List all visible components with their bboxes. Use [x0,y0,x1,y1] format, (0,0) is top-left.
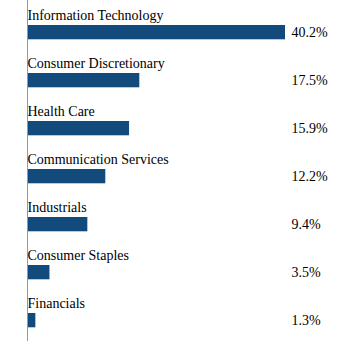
svg-text:12.2%: 12.2% [292,169,329,184]
svg-text:Health Care: Health Care [28,104,95,119]
svg-text:Information Technology: Information Technology [28,8,164,23]
svg-text:Consumer Staples: Consumer Staples [28,248,130,263]
svg-text:40.2%: 40.2% [292,25,329,40]
svg-text:1.3%: 1.3% [292,313,322,328]
svg-text:3.5%: 3.5% [292,265,322,280]
svg-text:Financials: Financials [28,296,86,311]
svg-text:17.5%: 17.5% [292,73,329,88]
svg-text:Consumer Discretionary: Consumer Discretionary [28,56,165,71]
svg-text:Communication Services: Communication Services [28,152,169,167]
svg-text:15.9%: 15.9% [292,121,329,136]
svg-text:Industrials: Industrials [28,200,87,215]
svg-text:9.4%: 9.4% [292,217,322,232]
